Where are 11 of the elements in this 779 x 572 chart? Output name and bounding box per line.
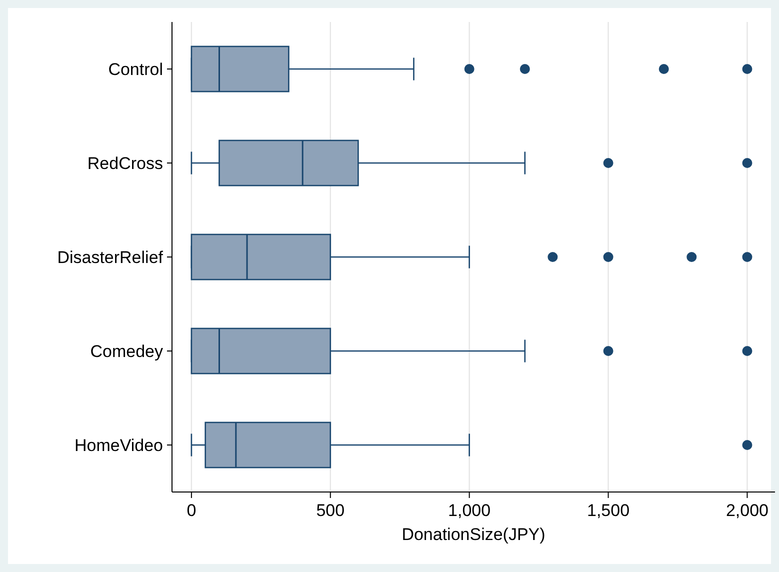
x-tick-label: 1,500 (587, 501, 630, 520)
y-tick-label: Control (108, 60, 163, 79)
y-tick-label: HomeVideo (74, 436, 163, 455)
y-tick-label: Comedey (90, 342, 164, 361)
y-tick-label: DisasterRelief (57, 248, 164, 267)
x-axis-title: DonationSize(JPY) (402, 525, 546, 544)
x-tick-label: 500 (316, 501, 345, 520)
x-tick-label: 0 (186, 501, 196, 520)
x-tick-label: 2,000 (726, 501, 768, 520)
x-tick-label: 1,000 (448, 501, 491, 520)
y-tick-label: RedCross (87, 154, 163, 173)
